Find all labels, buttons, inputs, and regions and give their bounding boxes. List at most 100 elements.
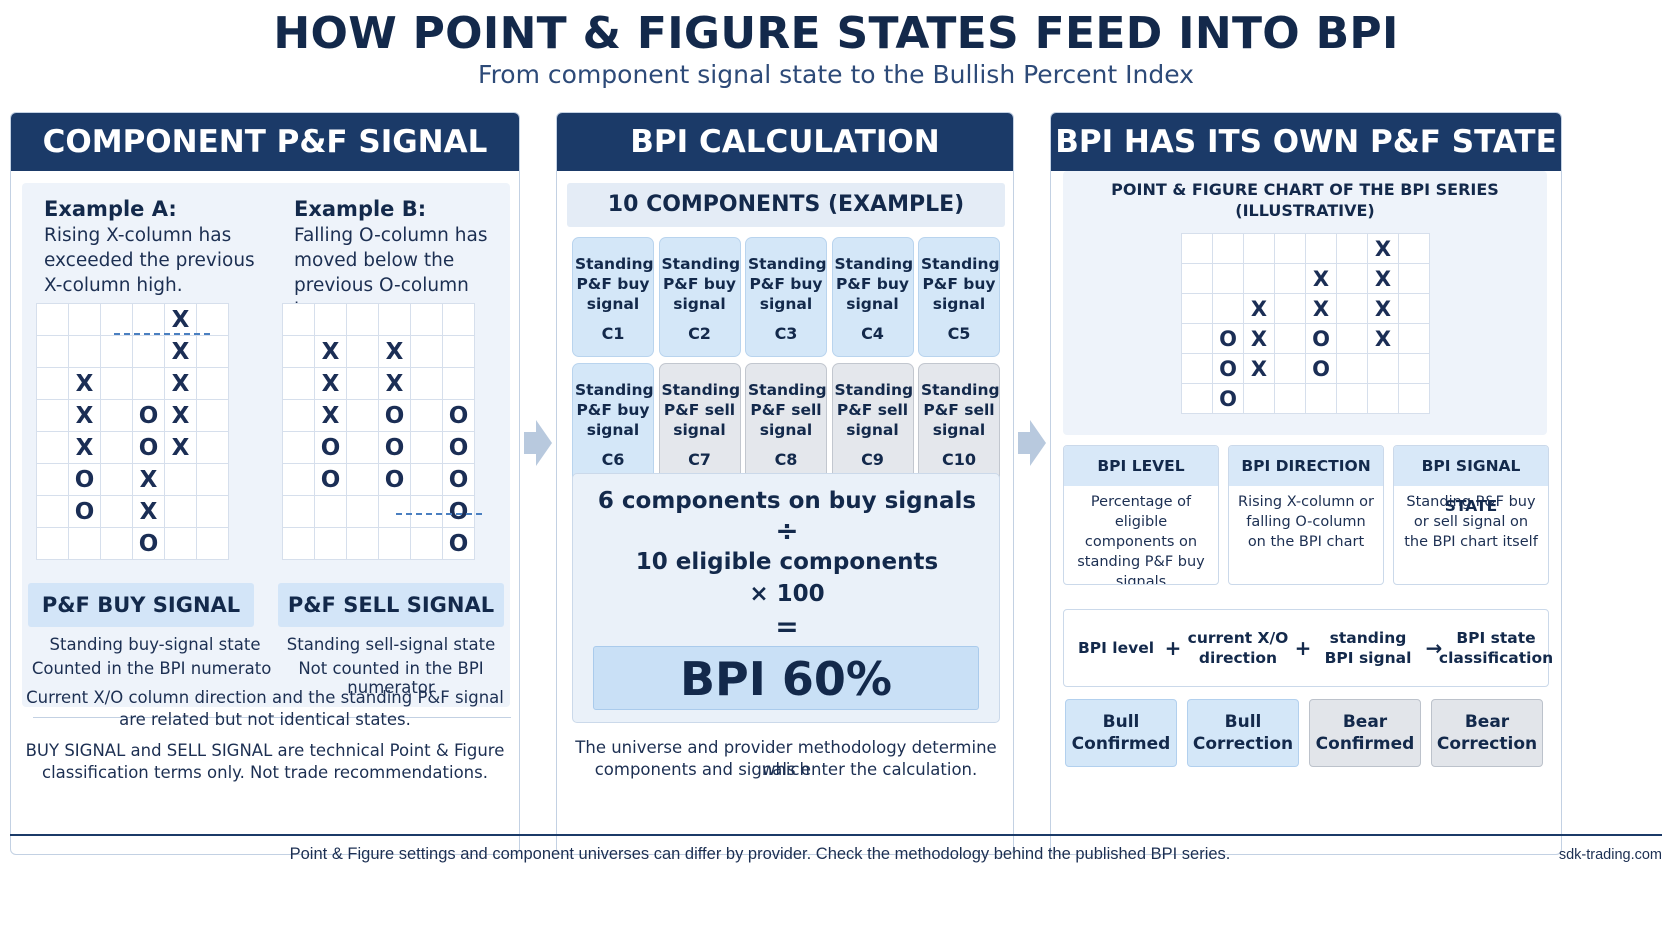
example-a-title: Example A: bbox=[44, 197, 177, 221]
component-card-c4: Standing P&F buy signal C4 bbox=[831, 237, 914, 357]
bpi-calculation-panel: BPI CALCULATION 10 COMPONENTS (EXAMPLE) … bbox=[556, 112, 1014, 855]
bpi-cell bbox=[1181, 233, 1213, 264]
b-cell bbox=[410, 335, 443, 368]
a-cell bbox=[36, 527, 69, 560]
component-card-c10: Standing P&F sell signal C10 bbox=[918, 363, 1000, 483]
buy-signal-line2: Counted in the BPI numerator bbox=[31, 659, 279, 678]
a-cell bbox=[196, 463, 229, 496]
b-cell bbox=[282, 335, 315, 368]
bpi-cell bbox=[1367, 353, 1399, 384]
footer-disclaimer: Point & Figure settings and component un… bbox=[289, 845, 1231, 863]
component-signal-label: Standing P&F buy signal bbox=[834, 255, 914, 313]
bpi-level-text: Percentage of eligible components on sta… bbox=[1077, 494, 1205, 585]
component-card-c8: Standing P&F sell signal C8 bbox=[745, 363, 827, 483]
state-bull-confirmed: Bull Confirmed bbox=[1065, 699, 1177, 767]
b-cell: X bbox=[378, 335, 411, 368]
a-cell: X bbox=[132, 463, 165, 496]
a-cell: X bbox=[164, 303, 197, 336]
b-cell bbox=[346, 399, 379, 432]
bpi-signal-state-card: BPI SIGNAL STATE Standing P&F buy or sel… bbox=[1393, 445, 1549, 585]
page-subtitle: From component signal state to the Bulli… bbox=[478, 60, 1194, 89]
calc-equals: = bbox=[775, 610, 799, 643]
bpi-direction-card: BPI DIRECTION Rising X-column or falling… bbox=[1228, 445, 1384, 585]
a-cell: O bbox=[132, 431, 165, 464]
bpi-chart-title-line1: POINT & FIGURE CHART OF THE BPI SERIES bbox=[1111, 180, 1499, 199]
b-cell bbox=[410, 303, 443, 336]
a-cell: X bbox=[164, 431, 197, 464]
page-title: HOW POINT & FIGURE STATES FEED INTO BPI bbox=[273, 8, 1399, 59]
bpi-pnf-state-panel: BPI HAS ITS OWN P&F STATE POINT & FIGURE… bbox=[1050, 112, 1562, 855]
b-cell: O bbox=[442, 431, 475, 464]
bpi-result: BPI 60% bbox=[593, 646, 979, 710]
panel-header-component-signal: COMPONENT P&F SIGNAL bbox=[11, 113, 519, 171]
bpi-cell bbox=[1212, 293, 1244, 324]
a-cell bbox=[36, 431, 69, 464]
b-cell: X bbox=[314, 367, 347, 400]
sell-signal-line1: Standing sell-signal state bbox=[286, 635, 496, 654]
a-row: X bbox=[36, 335, 229, 368]
bpi-cell bbox=[1336, 323, 1368, 354]
bpi-cell bbox=[1398, 233, 1430, 264]
b-cell bbox=[346, 495, 379, 528]
bpi-signal-state-text: Standing P&F buy or sell signal on the B… bbox=[1404, 494, 1538, 550]
component-signal-label: Standing P&F buy signal bbox=[575, 381, 654, 439]
b-cell: O bbox=[442, 463, 475, 496]
buy-signal-line1: Standing buy-signal state bbox=[49, 635, 261, 654]
note-direction-line2: are related but not identical states. bbox=[119, 710, 411, 729]
b-cell bbox=[410, 527, 443, 560]
a-cell bbox=[100, 495, 133, 528]
bpi-cell: O bbox=[1212, 353, 1244, 384]
formula-direction: current X/O direction bbox=[1187, 629, 1289, 667]
a-cell bbox=[36, 367, 69, 400]
b-cell bbox=[378, 303, 411, 336]
component-card-c9: Standing P&F sell signal C9 bbox=[831, 363, 914, 483]
bpi-cell bbox=[1243, 383, 1275, 414]
b-cell bbox=[346, 463, 379, 496]
component-signal-panel: COMPONENT P&F SIGNAL Example A: Rising X… bbox=[10, 112, 520, 855]
component-id: C6 bbox=[601, 450, 625, 469]
component-signal-label: Standing P&F buy signal bbox=[748, 255, 827, 313]
a-cell bbox=[196, 367, 229, 400]
b-cell: O bbox=[442, 527, 475, 560]
plus-icon: + bbox=[1164, 636, 1182, 660]
formula-signal: standing BPI signal bbox=[1324, 629, 1412, 667]
component-id: C2 bbox=[688, 324, 711, 343]
methodology-note-line2: components and signals enter the calcula… bbox=[594, 760, 978, 779]
bpi-cell: X bbox=[1243, 353, 1275, 384]
b-cell bbox=[410, 431, 443, 464]
methodology-note-line1: The universe and provider methodology de… bbox=[575, 738, 997, 779]
a-cell bbox=[100, 463, 133, 496]
b-cell bbox=[346, 335, 379, 368]
a-cell bbox=[196, 495, 229, 528]
b-row bbox=[282, 303, 475, 336]
calc-numerator: 6 components on buy signals bbox=[597, 488, 977, 514]
bpi-cell bbox=[1212, 263, 1244, 294]
a-row: O bbox=[36, 527, 229, 560]
component-card-c2: Standing P&F buy signal C2 bbox=[658, 237, 741, 357]
b-cell bbox=[410, 399, 443, 432]
a-cell bbox=[164, 495, 197, 528]
b-cell bbox=[314, 495, 347, 528]
a-cell: O bbox=[68, 463, 101, 496]
bpi-cell bbox=[1398, 323, 1430, 354]
bpi-cell bbox=[1181, 353, 1213, 384]
bpi-cell: O bbox=[1212, 323, 1244, 354]
panel-header-bpi-state: BPI HAS ITS OWN P&F STATE bbox=[1051, 113, 1561, 171]
bpi-cell bbox=[1212, 233, 1244, 264]
bpi-cell bbox=[1274, 293, 1306, 324]
b-cell: O bbox=[442, 399, 475, 432]
state-bull-correction: Bull Correction bbox=[1187, 699, 1299, 767]
bpi-level-card: BPI LEVEL Percentage of eligible compone… bbox=[1063, 445, 1219, 585]
component-signal-label: Standing P&F buy signal bbox=[575, 255, 654, 313]
b-cell: O bbox=[442, 495, 475, 528]
bpi-cell bbox=[1398, 353, 1430, 384]
a-cell bbox=[100, 431, 133, 464]
